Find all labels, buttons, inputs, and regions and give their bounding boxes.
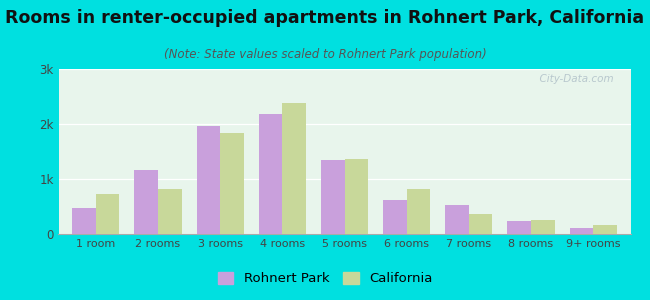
Bar [469, 214, 493, 234]
Legend: Rohnert Park, California: Rohnert Park, California [213, 266, 437, 290]
Bar [196, 126, 220, 234]
Text: (Note: State values scaled to Rohnert Park population): (Note: State values scaled to Rohnert Pa… [164, 48, 486, 61]
Bar [135, 170, 158, 234]
Text: City-Data.com: City-Data.com [533, 74, 614, 84]
Text: Rooms in renter-occupied apartments in Rohnert Park, California: Rooms in renter-occupied apartments in R… [5, 9, 645, 27]
Bar [282, 103, 306, 234]
Bar [321, 160, 345, 234]
Bar [569, 228, 593, 234]
Bar [158, 190, 181, 234]
Bar [531, 220, 554, 234]
Bar [445, 206, 469, 234]
Bar [407, 189, 430, 234]
Bar [593, 225, 617, 234]
Bar [383, 200, 407, 234]
Bar [72, 208, 96, 234]
Bar [344, 159, 368, 234]
Bar [508, 221, 531, 234]
Bar [96, 194, 120, 234]
Bar [220, 133, 244, 234]
Bar [259, 114, 282, 234]
